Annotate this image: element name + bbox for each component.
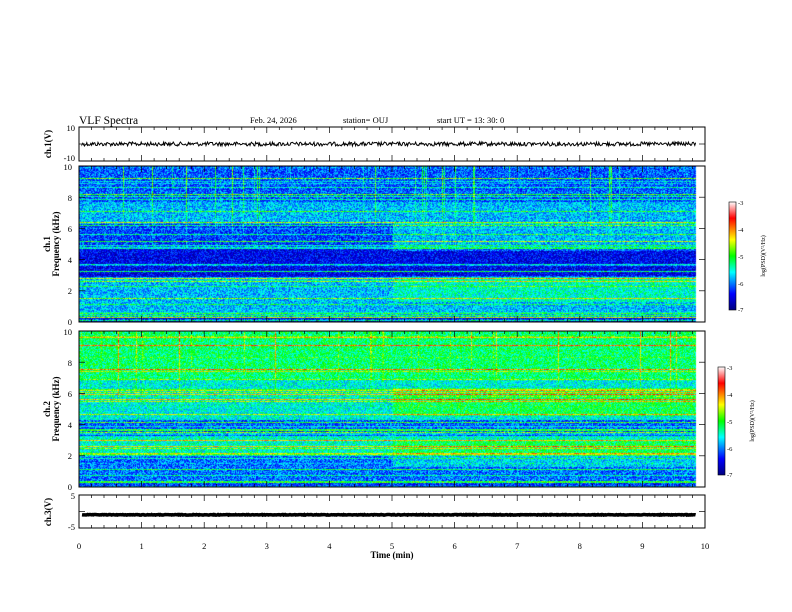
ch1-ytick-top: 10: [67, 123, 76, 133]
ch1-ytick-6: 6: [68, 224, 72, 234]
xtick-9: 9: [640, 541, 644, 551]
ch1-waveform-ticks: [78, 127, 706, 161]
ch1-ytick-bottom: -10: [64, 153, 75, 163]
colorbar-ch1-tick-m5: -5: [738, 254, 743, 261]
ch2-ytick-0: 0: [68, 482, 72, 492]
panel-ch1-waveform: 10 -10 ch.1(V): [43, 123, 706, 163]
colorbar-ch2-tick-m7: -7: [727, 472, 733, 479]
xtick-8: 8: [578, 541, 582, 551]
ch1-spectrogram-image: [79, 166, 705, 322]
colorbar-ch2-tick-m5: -5: [727, 419, 732, 426]
ch3-ytick-bottom: -5: [68, 522, 75, 532]
time-axis-label: Time (min): [370, 550, 413, 560]
ch1-spectrogram-ylabel-channel: ch.1: [42, 236, 52, 252]
ch2-ytick-10: 10: [64, 327, 73, 337]
ch2-spectrogram-ylabel-channel: ch.2: [42, 401, 52, 417]
colorbar-ch1: -3 -4 -5 -6 -7 log(PSD)(V²/Hz): [728, 200, 767, 314]
xtick-3: 3: [265, 541, 269, 551]
ch2-freq-ticklabels: 0 2 4 6 8 10: [64, 327, 73, 492]
panel-ch3-waveform: 5 -5 ch.3(V): [43, 491, 706, 532]
colorbar-ch1-tick-m3: -3: [738, 200, 743, 207]
ch1-ytick-4: 4: [68, 255, 73, 265]
ch1-ytick-8: 8: [68, 193, 72, 203]
ch1-ytick-0: 0: [68, 317, 72, 327]
ch2-ytick-6: 6: [68, 389, 72, 399]
time-axis: 0 1 2 3 4 5 6 7 8 9 10 Time (min): [77, 541, 709, 560]
xtick-10: 10: [701, 541, 710, 551]
colorbar-ch2-label: log(PSD)(V²/Hz): [749, 400, 756, 441]
panel-ch1-spectrogram: 0 2 4 6 8 10 ch.1 Frequency (kHz): [42, 162, 706, 327]
xtick-5: 5: [390, 541, 394, 551]
ch3-waveform-trace: [81, 512, 697, 518]
ch3-ytick-top: 5: [71, 491, 75, 501]
figure-title: VLF Spectra: [79, 115, 138, 127]
xtick-1: 1: [139, 541, 143, 551]
colorbar-ch1-tick-m4: -4: [738, 227, 744, 234]
date-label: Feb. 24, 2026: [250, 115, 297, 125]
xtick-2: 2: [202, 541, 206, 551]
colorbar-ch1-tick-m6: -6: [738, 281, 744, 288]
colorbar-ch1-tick-m7: -7: [738, 307, 744, 314]
station-label: station= OUJ: [343, 115, 389, 125]
ch3-waveform-ticks: [78, 495, 706, 528]
xtick-4: 4: [327, 541, 332, 551]
ch2-ytick-4: 4: [68, 420, 73, 430]
ch2-spectrogram-image: [79, 331, 705, 487]
ch2-spectrogram-ticks: [78, 330, 706, 488]
ch1-waveform-ylabel: ch.1(V): [43, 130, 53, 158]
ch1-spectrogram-ylabel-frequency: Frequency (kHz): [51, 211, 61, 276]
panel-ch2-spectrogram: 0 2 4 6 8 10 ch.2 Frequency (kHz): [42, 327, 706, 492]
ch1-freq-ticklabels: 0 2 4 6 8 10: [64, 162, 73, 327]
ch2-ytick-8: 8: [68, 358, 72, 368]
ch2-spectrogram-ylabel-frequency: Frequency (kHz): [51, 376, 61, 441]
colorbar-ch2-scale: [717, 366, 726, 476]
xtick-6: 6: [452, 541, 456, 551]
colorbar-ch1-scale: [728, 201, 737, 311]
colorbar-ch1-label: log(PSD)(V²/Hz): [760, 235, 767, 276]
colorbar-ch2-tick-m6: -6: [727, 446, 733, 453]
colorbar-ch2-tick-m3: -3: [727, 365, 732, 372]
ch2-ytick-2: 2: [68, 451, 72, 461]
ch3-waveform-ylabel: ch.3(V): [43, 498, 53, 526]
xtick-7: 7: [515, 541, 519, 551]
start-time-label: start UT = 13: 30: 0: [437, 115, 504, 125]
ch1-ytick-2: 2: [68, 286, 72, 296]
xtick-0: 0: [77, 541, 81, 551]
ch1-spectrogram-ticks: [78, 165, 706, 323]
colorbar-ch2: -3 -4 -5 -6 -7 log(PSD)(V²/Hz): [717, 365, 756, 479]
ch1-ytick-10: 10: [64, 162, 73, 172]
colorbar-ch2-tick-m4: -4: [727, 392, 733, 399]
ch1-waveform-trace: [81, 140, 697, 148]
